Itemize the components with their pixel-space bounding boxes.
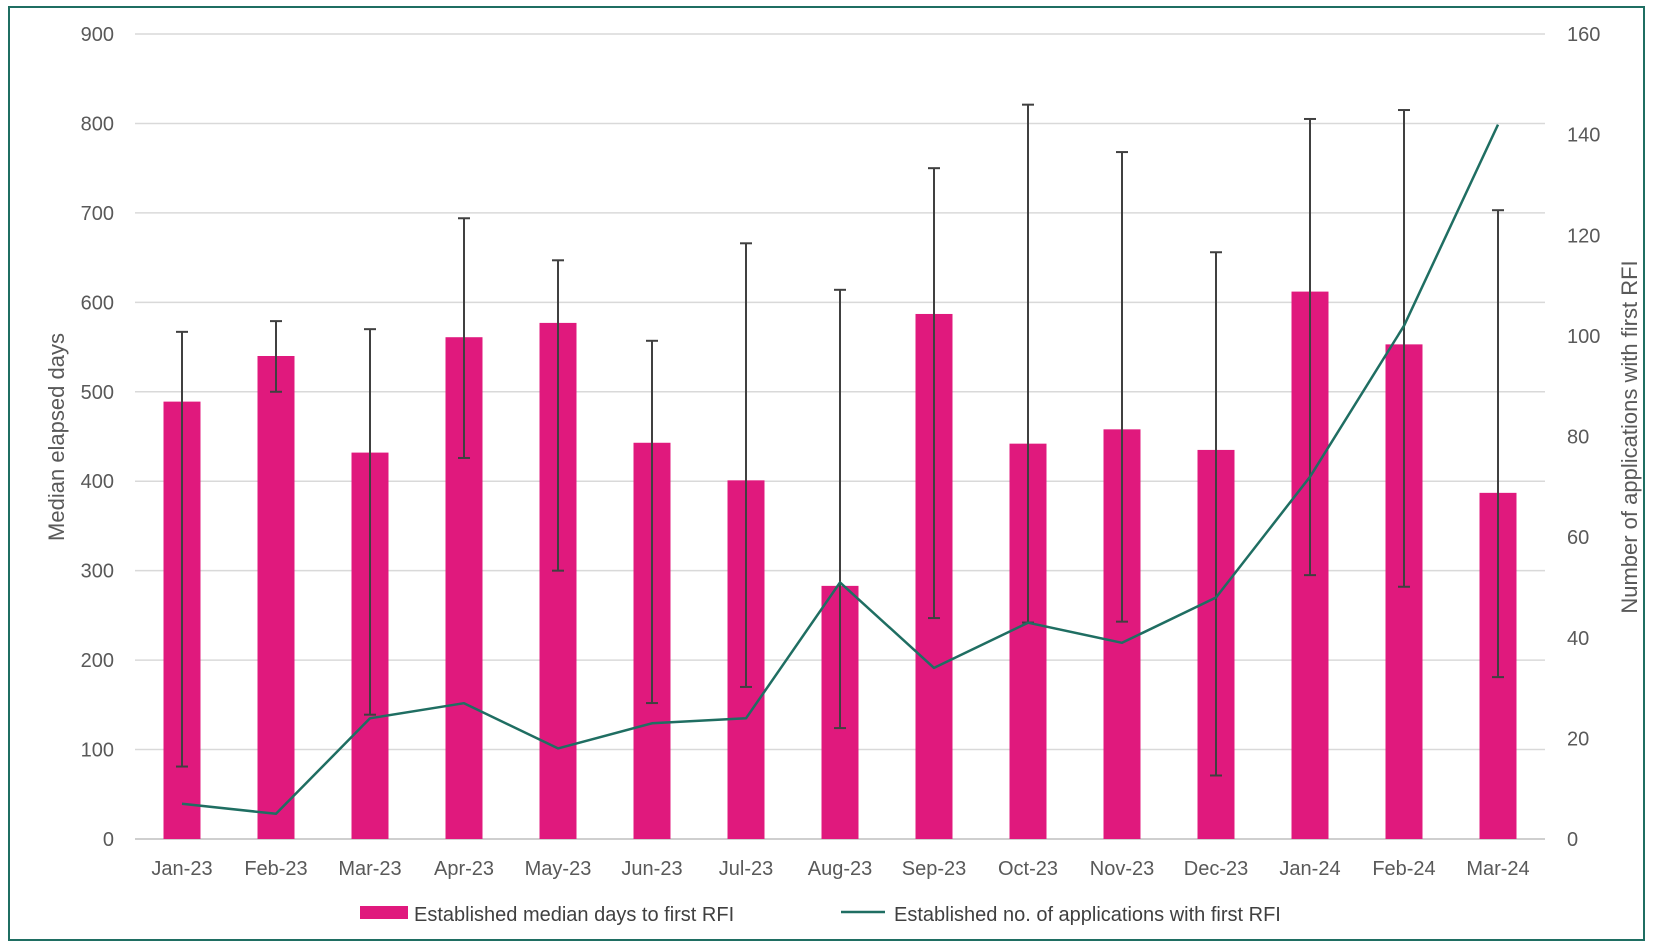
legend: Established median days to first RFI Est… bbox=[360, 904, 1281, 926]
x-tick-label: Jun-23 bbox=[621, 858, 682, 880]
x-tick-label: Mar-24 bbox=[1466, 858, 1529, 880]
x-tick-label: Nov-23 bbox=[1090, 858, 1154, 880]
legend-label-bars: Established median days to first RFI bbox=[414, 904, 734, 926]
x-tick-label: Dec-23 bbox=[1184, 858, 1248, 880]
legend-swatch-bars bbox=[360, 906, 408, 919]
left-tick-label: 600 bbox=[81, 292, 114, 314]
x-tick-label: Jan-23 bbox=[151, 858, 212, 880]
left-tick-label: 500 bbox=[81, 382, 114, 404]
x-axis-ticks: Jan-23 Feb-23 Mar-23 Apr-23 May-23 Jun-23 Jul-… bbox=[151, 858, 1529, 880]
right-tick-label: 80 bbox=[1567, 427, 1589, 449]
left-tick-label: 800 bbox=[81, 113, 114, 135]
left-tick-label: 900 bbox=[81, 24, 114, 46]
left-tick-label: 0 bbox=[103, 829, 114, 851]
right-tick-label: 140 bbox=[1567, 125, 1600, 147]
left-tick-label: 200 bbox=[81, 650, 114, 672]
left-axis-title: Median elapsed days bbox=[44, 333, 69, 541]
x-tick-label: Feb-24 bbox=[1372, 858, 1435, 880]
left-tick-label: 700 bbox=[81, 203, 114, 225]
legend-label-line: Established no. of applications with fir… bbox=[894, 904, 1281, 926]
line-series bbox=[181, 124, 1500, 816]
x-tick-label: Jul-23 bbox=[719, 858, 773, 880]
series-line bbox=[181, 124, 1500, 816]
bar bbox=[257, 356, 295, 839]
left-tick-label: 400 bbox=[81, 471, 114, 493]
right-tick-label: 40 bbox=[1567, 628, 1589, 650]
left-tick-label: 300 bbox=[81, 561, 114, 583]
left-axis-ticks: 0 100 200 300 400 500 600 700 800 900 bbox=[81, 24, 114, 851]
error-bars bbox=[176, 103, 1504, 777]
right-tick-label: 160 bbox=[1567, 24, 1600, 46]
x-tick-label: Apr-23 bbox=[434, 858, 494, 880]
right-tick-label: 60 bbox=[1567, 527, 1589, 549]
x-tick-label: Feb-23 bbox=[244, 858, 307, 880]
right-tick-label: 0 bbox=[1567, 829, 1578, 851]
right-tick-label: 20 bbox=[1567, 728, 1589, 750]
x-tick-label: May-23 bbox=[525, 858, 592, 880]
x-tick-label: Sep-23 bbox=[902, 858, 967, 880]
right-axis-title: Number of applications with first RFI bbox=[1617, 260, 1642, 613]
right-tick-label: 120 bbox=[1567, 225, 1600, 247]
x-tick-label: Oct-23 bbox=[998, 858, 1058, 880]
x-tick-label: Jan-24 bbox=[1279, 858, 1340, 880]
x-tick-label: Aug-23 bbox=[808, 858, 873, 880]
x-tick-label: Mar-23 bbox=[338, 858, 401, 880]
right-axis-ticks: 0 20 40 60 80 100 120 140 160 bbox=[1567, 24, 1600, 851]
left-tick-label: 100 bbox=[81, 740, 114, 762]
right-tick-label: 100 bbox=[1567, 326, 1600, 348]
